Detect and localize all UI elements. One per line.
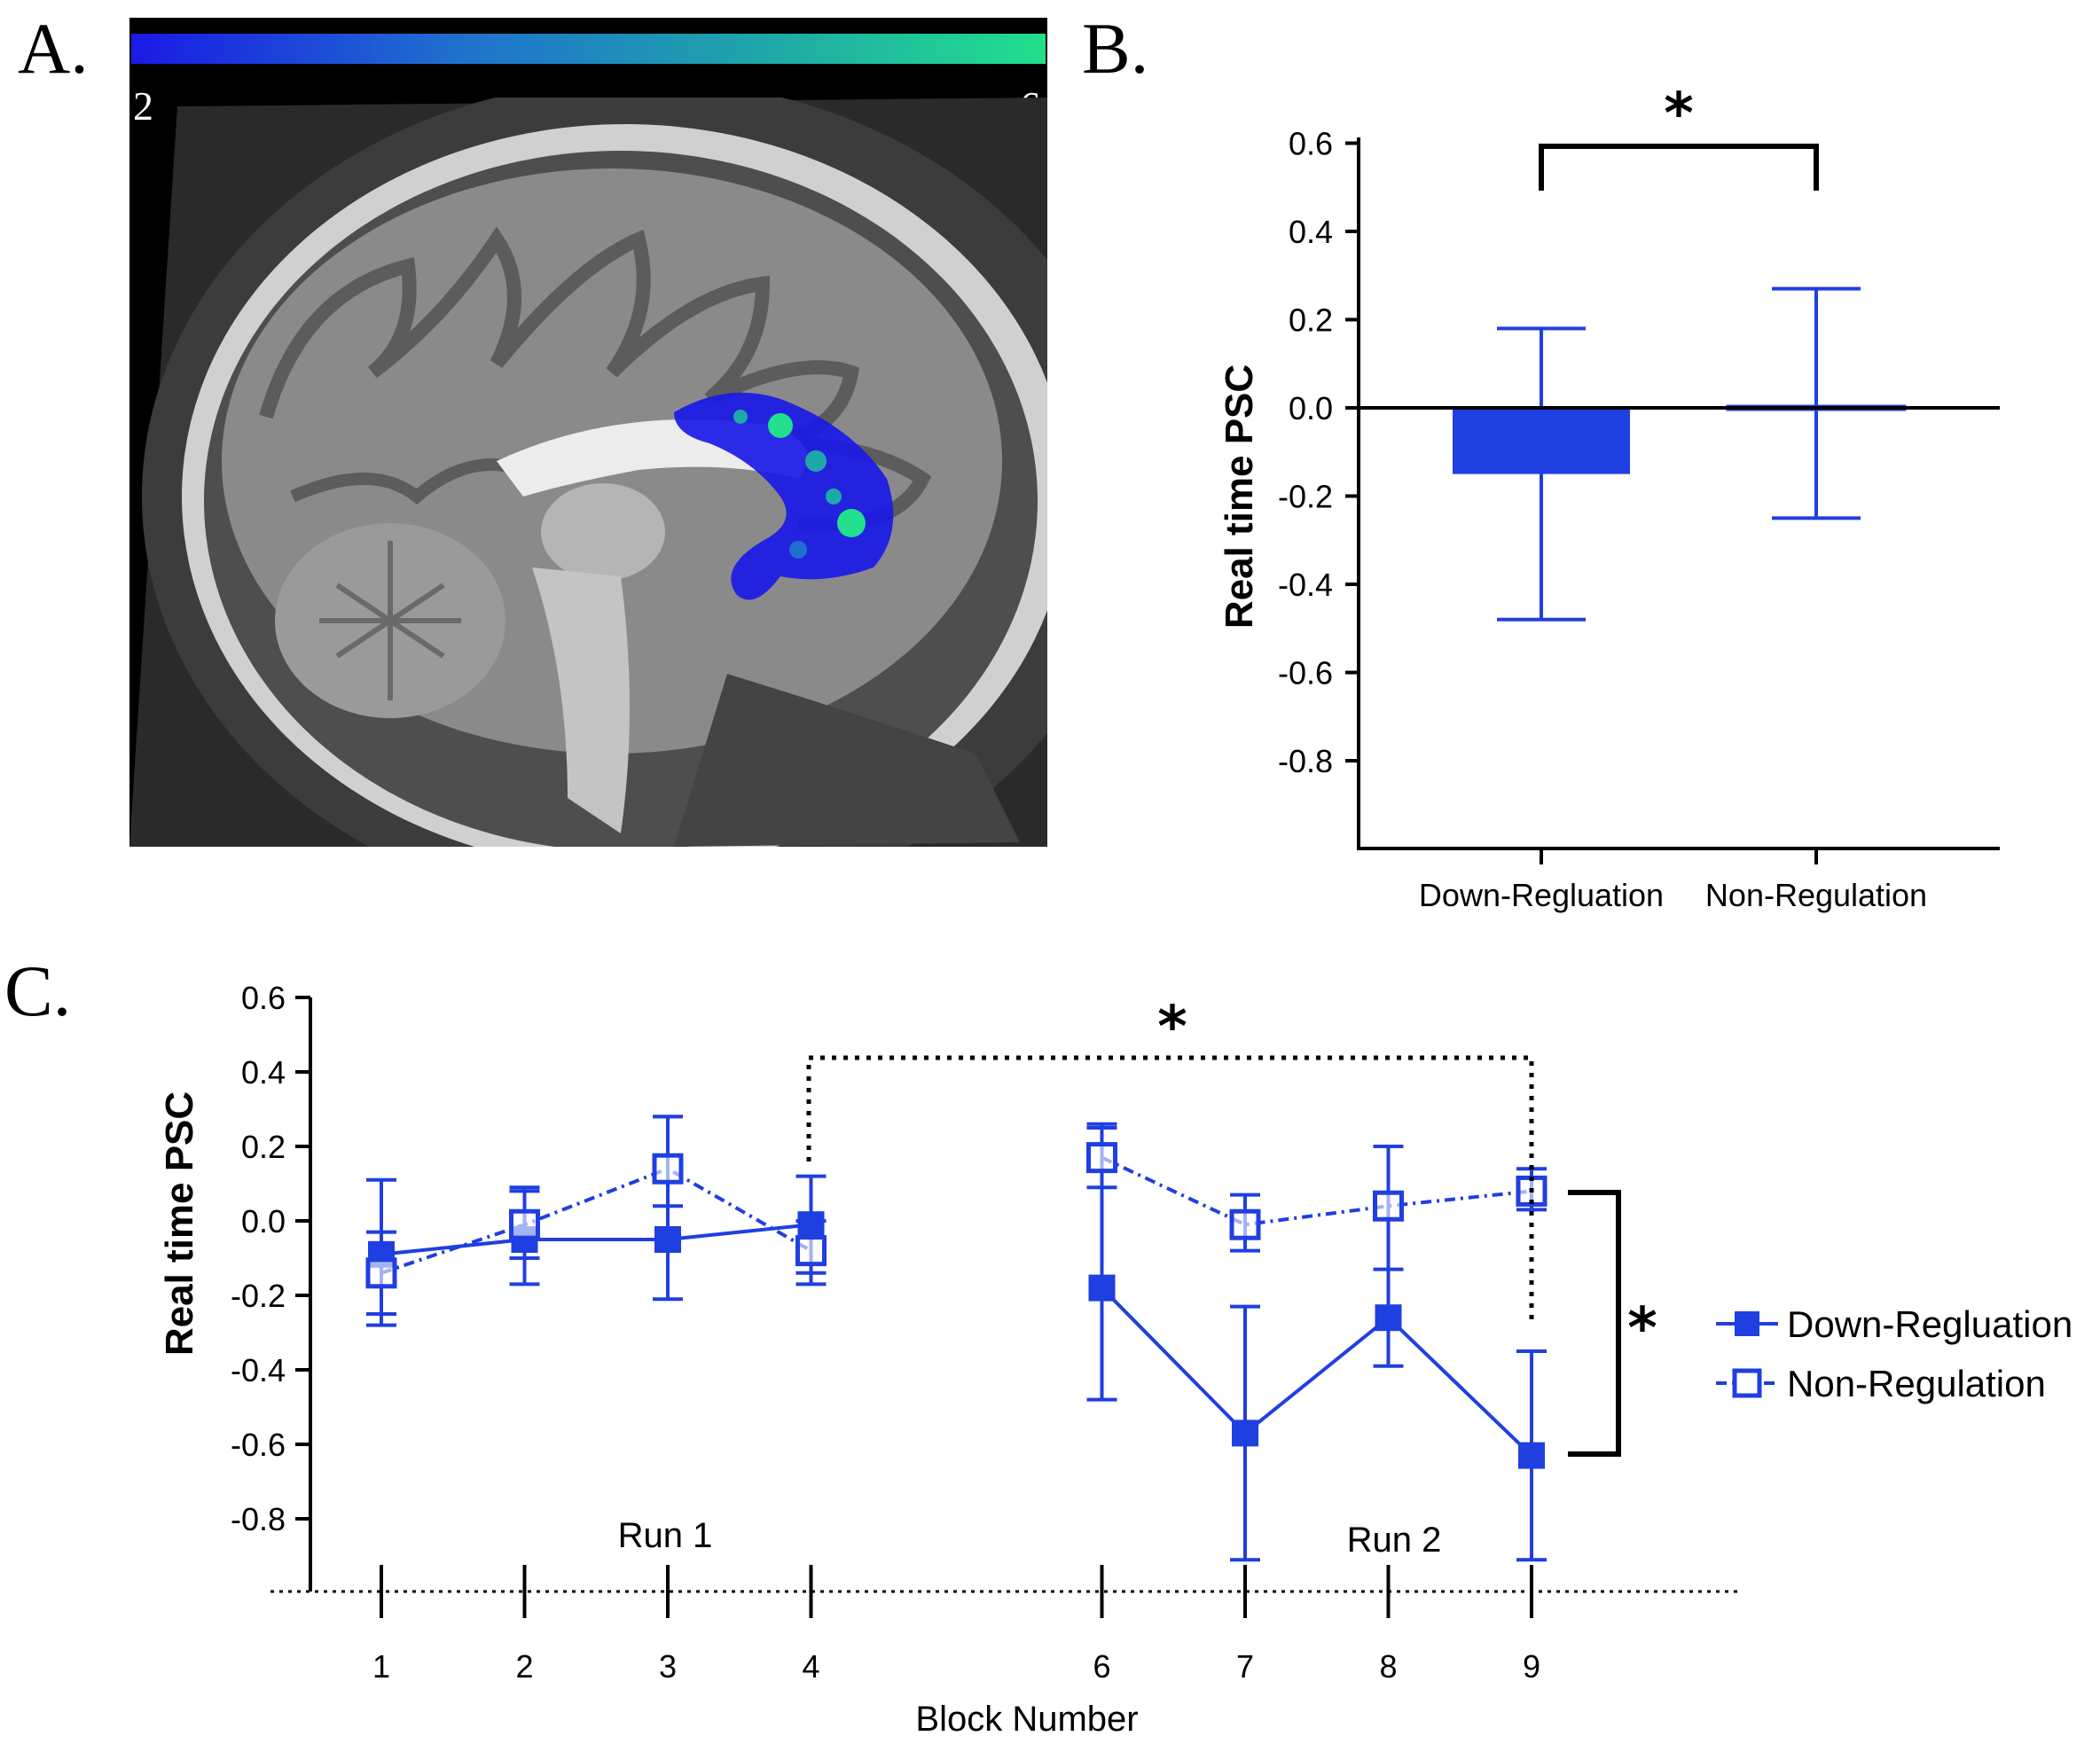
panel-c-ytick-label: 0.6 [241, 980, 286, 1016]
panel-c-ytick-label: 0.4 [241, 1054, 286, 1091]
panel-c-xtick-label: 4 [802, 1648, 819, 1685]
panel-b-ytick-label: -0.8 [1278, 743, 1333, 779]
panel-b-ytick-label: -0.6 [1278, 655, 1333, 692]
panel-c-series-0-point-7 [1518, 1442, 1545, 1469]
panel-b-ytick-label: 0.2 [1289, 302, 1333, 339]
panel-c-series-1-line-run-1 [380, 1166, 812, 1275]
activation-cluster [674, 392, 894, 600]
panel-c-conditions-bracket: * [1568, 1190, 1657, 1457]
panel-c-legend: Down-Regluation Non-Regulation [1716, 1303, 2073, 1404]
panel-c-series-1-point-2 [652, 1153, 684, 1185]
legend-open-square-marker [1732, 1368, 1762, 1398]
panel-b-significance-star: * [1664, 82, 1693, 147]
panel-c-series-0-point-4 [1088, 1274, 1116, 1302]
panel-c-series-1-point-6 [1373, 1190, 1404, 1222]
legend-label-non-regulation: Non-Regulation [1787, 1363, 2046, 1404]
colorbar-min-label: 2 [133, 83, 153, 129]
panel-c-chart: Real time PSC Block Number 0.6 0.4 0.2 0.0 -… [158, 980, 2073, 1739]
panel-c-series-1-point-1 [509, 1208, 540, 1240]
panel-b-letter: B. [1082, 8, 1148, 89]
panel-b-category-label: Down-Regluation [1419, 877, 1664, 913]
brain-image: 2 6 [129, 18, 1047, 847]
panel-c-series-0-point-2 [654, 1226, 681, 1253]
panel-c-xtick-label: 7 [1236, 1648, 1254, 1685]
panel-b-ytick-label: 0.6 [1289, 126, 1333, 162]
panel-b-ytick-label: -0.4 [1278, 567, 1333, 603]
panel-b-ytick-label: 0.4 [1289, 214, 1333, 250]
legend-filled-square-marker [1735, 1311, 1759, 1336]
panel-c-ylabel: Real time PSC [158, 1091, 201, 1356]
panel-c-conditions-star: * [1627, 1296, 1657, 1362]
panel-b-ytick-label: -0.2 [1278, 479, 1333, 515]
panel-c-series-0-point-5 [1232, 1419, 1258, 1447]
panel-c-series-1-point-0 [365, 1257, 397, 1289]
panel-c-ytick-label: 0.0 [241, 1203, 286, 1240]
legend-label-down-regulation: Down-Regluation [1787, 1303, 2073, 1345]
panel-c-series-1-point-5 [1229, 1208, 1261, 1240]
panel-b-chart: Real time PSC 0.6 0.4 0.2 0.0 -0.2 -0.4 -0.6 -0… [1218, 82, 2000, 913]
panel-c-xtick-label: 1 [372, 1648, 390, 1685]
run-1-label: Run 1 [618, 1516, 713, 1555]
panel-c-xtick-label: 3 [659, 1648, 677, 1685]
panel-c-letter: C. [4, 950, 71, 1031]
panel-a-letter: A. [18, 8, 89, 89]
panel-c-between-runs-star: * [1157, 995, 1187, 1060]
panel-c-xtick-label: 2 [515, 1648, 533, 1685]
panel-c-series-0-line-run-1 [380, 1223, 811, 1256]
panel-c-xlabel: Block Number [915, 1700, 1138, 1739]
panel-c-ytick-label: -0.2 [231, 1278, 286, 1314]
panel-c-series-1-line-run-2 [1101, 1155, 1532, 1227]
legend-item-non-regulation: Non-Regulation [1716, 1363, 2046, 1404]
panel-c-series-1-point-4 [1086, 1142, 1117, 1174]
colorbar [131, 34, 1046, 64]
panel-c-ytick-label: -0.6 [231, 1427, 286, 1463]
panel-c-xtick-label: 9 [1523, 1648, 1540, 1685]
panel-b-category-label: Non-Regulation [1705, 877, 1927, 913]
panel-c-xtick-label: 8 [1379, 1648, 1397, 1685]
panel-b-ytick-label: 0.0 [1289, 390, 1333, 426]
panel-c-ytick-label: -0.4 [231, 1352, 286, 1388]
panel-b-significance-bracket: * [1539, 82, 1819, 191]
panel-c-series-1-point-3 [795, 1235, 827, 1267]
panel-b-ylabel: Real time PSC [1218, 364, 1261, 629]
panel-c-ytick-label: 0.2 [241, 1129, 286, 1165]
panel-c-between-runs-bracket: * [806, 995, 1534, 1321]
panel-c-ytick-label: -0.8 [231, 1501, 286, 1537]
panel-c-series-0-point-6 [1375, 1304, 1402, 1332]
panel-c-xtick-label: 6 [1093, 1648, 1110, 1685]
legend-item-down-regulation: Down-Regluation [1716, 1303, 2073, 1345]
run-2-label: Run 2 [1347, 1521, 1442, 1560]
panel-c-series-0-line-run-2 [1101, 1286, 1533, 1458]
